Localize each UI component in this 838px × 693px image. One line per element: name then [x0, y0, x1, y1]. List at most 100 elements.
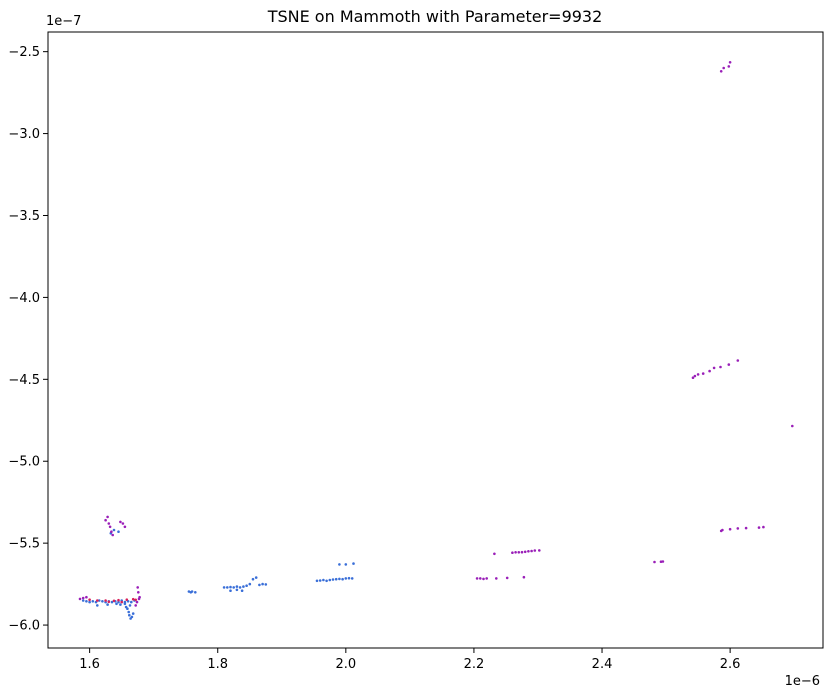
- scatter-point-blue: [232, 586, 235, 589]
- scatter-point-blue: [189, 591, 193, 594]
- y-tick-label: −5.0: [8, 455, 40, 470]
- scatter-point-blue: [88, 600, 91, 604]
- scatter-point-purple: [137, 597, 141, 601]
- scatter-point-red: [88, 598, 91, 601]
- scatter-point-purple: [85, 595, 88, 599]
- scatter-point-blue: [240, 589, 244, 592]
- scatter-point-blue: [131, 612, 135, 615]
- x-tick-label: 1.6: [79, 657, 100, 672]
- scatter-point-blue: [331, 578, 335, 581]
- scatter-point-purple: [106, 515, 109, 519]
- scatter-point-purple: [728, 61, 732, 64]
- scatter-point-purple: [108, 525, 112, 529]
- scatter-point-purple: [479, 577, 482, 580]
- x-tick-label: 2.2: [464, 657, 485, 672]
- scatter-point-red: [120, 600, 123, 604]
- scatter-point-purple: [712, 366, 716, 370]
- scatter-point-purple: [136, 586, 139, 589]
- scatter-point-blue: [350, 577, 354, 580]
- y-tick-label: −4.5: [8, 373, 40, 388]
- scatter-point-purple: [78, 597, 82, 601]
- x-tick-label: 2.0: [335, 657, 356, 672]
- scatter-point-purple: [727, 363, 731, 366]
- scatter-point-blue: [334, 577, 338, 581]
- scatter-point-blue: [261, 582, 264, 586]
- chart-title: TSNE on Mammoth with Parameter=9932: [267, 7, 603, 26]
- scatter-point-purple: [736, 527, 740, 530]
- y-tick-label: −4.0: [8, 291, 40, 306]
- scatter-point-blue: [235, 585, 239, 588]
- scatter-point-purple: [137, 591, 140, 594]
- scatter-point-purple: [653, 560, 656, 564]
- scatter-point-blue: [338, 577, 341, 581]
- scatter-point-purple: [81, 596, 85, 600]
- scatter-point-blue: [235, 588, 239, 592]
- scatter-point-blue: [254, 576, 258, 579]
- scatter-point-purple: [693, 374, 697, 378]
- scatter-point-purple: [514, 551, 517, 554]
- scatter-point-purple: [119, 520, 122, 524]
- scatter-point-blue: [226, 586, 229, 589]
- scatter-point-blue: [97, 599, 101, 602]
- points-layer: [78, 61, 794, 620]
- scatter-point-blue: [126, 607, 129, 610]
- y-offset-label: 1e−7: [46, 14, 81, 29]
- scatter-point-purple: [520, 550, 524, 554]
- scatter-point-blue: [344, 577, 348, 580]
- scatter-point-blue: [110, 600, 114, 604]
- scatter-point-red: [107, 600, 111, 604]
- scatter-point-blue: [127, 610, 130, 614]
- scatter-point-red: [134, 598, 137, 602]
- scatter-point-blue: [347, 576, 351, 580]
- scatter-point-purple: [791, 424, 794, 428]
- y-tick-label: −5.5: [8, 537, 40, 552]
- scatter-point-purple: [135, 600, 139, 604]
- x-offset-label: 1e−6: [785, 674, 820, 689]
- scatter-point-blue: [101, 600, 104, 603]
- x-tick-label: 2.6: [720, 657, 741, 672]
- scatter-point-blue: [238, 586, 242, 589]
- scatter-point-purple: [482, 577, 485, 581]
- y-axis: −2.5 −3.0 −3.5 −4.0 −4.5 −5.0 −5.5 −6.0: [8, 45, 48, 634]
- scatter-point-purple: [538, 549, 541, 552]
- scatter-point-purple: [107, 522, 111, 525]
- scatter-point-blue: [258, 583, 261, 587]
- scatter-point-blue: [325, 579, 328, 583]
- scatter-point-purple: [505, 576, 509, 580]
- scatter-point-red: [112, 599, 116, 603]
- scatter-point-purple: [523, 550, 527, 554]
- scatter-point-blue: [85, 600, 88, 603]
- scatter-point-blue: [344, 563, 348, 566]
- scatter-point-blue: [251, 577, 255, 581]
- scatter-point-purple: [134, 604, 137, 607]
- scatter-point-purple: [757, 526, 761, 529]
- scatter-point-blue: [328, 578, 332, 582]
- scatter-point-blue: [81, 599, 85, 602]
- scatter-point-blue: [117, 530, 120, 533]
- scatter-point-blue: [194, 591, 197, 594]
- scatter-point-purple: [533, 549, 537, 552]
- scatter-point-purple: [659, 560, 663, 563]
- scatter-point-blue: [341, 577, 344, 581]
- scatter-point-purple: [722, 66, 725, 70]
- scatter-point-red: [117, 598, 120, 602]
- scatter-point-red: [96, 599, 99, 602]
- plot-frame: [47, 31, 824, 649]
- scatter-point-purple: [475, 577, 479, 580]
- scatter-point-purple: [691, 376, 695, 380]
- scatter-point-red: [104, 599, 107, 602]
- y-tick-label: −3.5: [8, 209, 40, 224]
- scatter-point-blue: [130, 600, 133, 604]
- y-tick-label: −6.0: [8, 619, 40, 634]
- scatter-point-blue: [117, 600, 120, 604]
- scatter-point-blue: [245, 584, 248, 587]
- scatter-point-purple: [123, 525, 127, 529]
- scatter-point-blue: [112, 528, 116, 532]
- scatter-point-blue: [128, 613, 131, 617]
- scatter-point-blue: [222, 586, 226, 589]
- scatter-point-purple: [530, 549, 533, 553]
- scatter-point-blue: [106, 603, 109, 606]
- scatter-point-blue: [229, 585, 232, 589]
- scatter-point-red: [131, 597, 135, 601]
